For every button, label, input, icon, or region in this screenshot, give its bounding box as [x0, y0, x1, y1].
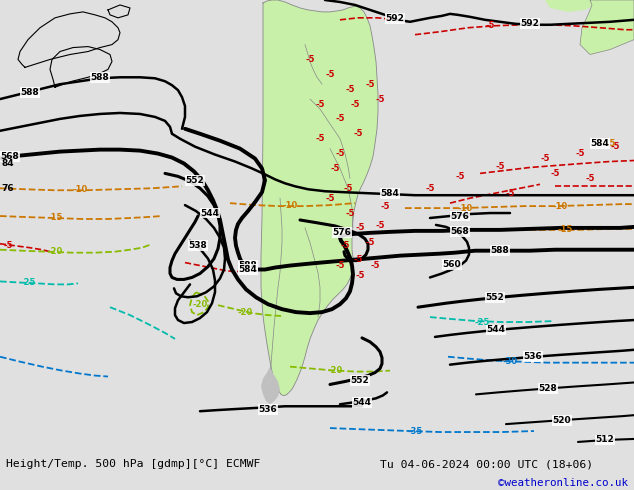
Text: 76: 76 — [2, 184, 15, 193]
Text: 592: 592 — [521, 19, 540, 28]
Text: -5: -5 — [315, 99, 325, 109]
Text: -5: -5 — [505, 189, 515, 198]
Text: 576: 576 — [451, 212, 469, 220]
Text: -5: -5 — [540, 154, 550, 163]
Text: -10: -10 — [72, 185, 87, 194]
Text: 84: 84 — [2, 159, 15, 168]
Text: -10: -10 — [457, 203, 472, 213]
Text: 568: 568 — [451, 227, 469, 236]
Text: -25: -25 — [474, 318, 489, 326]
Text: -5: -5 — [346, 85, 355, 94]
Text: -5: -5 — [485, 21, 495, 30]
Text: -5: -5 — [370, 261, 380, 270]
Text: -10: -10 — [282, 200, 297, 210]
Text: -5: -5 — [350, 99, 359, 109]
Text: 584: 584 — [380, 189, 399, 198]
Text: -5: -5 — [425, 184, 435, 193]
Text: 552: 552 — [186, 176, 204, 185]
Text: -20: -20 — [327, 366, 342, 375]
Polygon shape — [18, 12, 120, 68]
Text: -5: -5 — [495, 162, 505, 171]
Text: 588: 588 — [91, 73, 110, 82]
Text: -5: -5 — [346, 209, 355, 218]
Text: -30: -30 — [502, 357, 517, 366]
Text: -5: -5 — [305, 55, 314, 64]
Text: -5: -5 — [335, 114, 345, 123]
Text: -5: -5 — [325, 70, 335, 79]
Text: -5: -5 — [355, 223, 365, 232]
Text: 588: 588 — [21, 88, 39, 97]
Text: -5: -5 — [353, 129, 363, 138]
Polygon shape — [50, 47, 112, 87]
Text: 544: 544 — [200, 209, 219, 218]
Text: 568: 568 — [1, 152, 20, 161]
Text: -15: -15 — [600, 139, 616, 148]
Text: -5: -5 — [315, 134, 325, 143]
Text: -5: -5 — [365, 80, 375, 89]
Text: -5: -5 — [455, 172, 465, 181]
Text: -5: -5 — [355, 271, 365, 280]
Polygon shape — [108, 5, 130, 18]
Text: 576: 576 — [333, 228, 351, 237]
Text: -5: -5 — [340, 241, 350, 250]
Text: -5: -5 — [375, 221, 385, 230]
Text: -15: -15 — [48, 214, 63, 222]
Text: -10: -10 — [552, 201, 567, 211]
Text: Height/Temp. 500 hPa [gdmp][°C] ECMWF: Height/Temp. 500 hPa [gdmp][°C] ECMWF — [6, 459, 261, 469]
Polygon shape — [261, 0, 378, 395]
Text: -5: -5 — [353, 255, 363, 264]
Text: 588: 588 — [238, 261, 257, 270]
Text: -5: -5 — [325, 194, 335, 203]
Text: -5: -5 — [611, 142, 620, 151]
Text: -20: -20 — [48, 247, 63, 256]
Text: 528: 528 — [539, 384, 557, 393]
Text: -5: -5 — [3, 241, 13, 250]
Polygon shape — [545, 0, 595, 12]
Text: -5: -5 — [550, 169, 560, 178]
Text: 512: 512 — [595, 436, 614, 444]
Text: -5: -5 — [575, 149, 585, 158]
Text: -20: -20 — [237, 308, 252, 317]
Text: -5: -5 — [585, 174, 595, 183]
Text: -5: -5 — [380, 201, 390, 211]
Text: -25: -25 — [20, 278, 36, 287]
Text: Tu 04-06-2024 00:00 UTC (18+06): Tu 04-06-2024 00:00 UTC (18+06) — [380, 459, 593, 469]
Text: -5: -5 — [335, 149, 345, 158]
Text: -5: -5 — [335, 261, 345, 270]
Text: 536: 536 — [259, 405, 278, 414]
Text: 552: 552 — [486, 293, 505, 302]
Text: -20: -20 — [192, 300, 207, 309]
Text: 520: 520 — [553, 416, 571, 425]
Text: -5: -5 — [375, 95, 385, 103]
Text: -5: -5 — [343, 184, 353, 193]
Text: ©weatheronline.co.uk: ©weatheronline.co.uk — [498, 478, 628, 488]
Text: -5: -5 — [365, 238, 375, 247]
Text: 538: 538 — [189, 241, 207, 250]
Text: 536: 536 — [524, 352, 542, 361]
Text: -35: -35 — [408, 426, 423, 436]
Text: -15: -15 — [557, 225, 573, 234]
Text: 544: 544 — [353, 398, 372, 407]
Text: 552: 552 — [351, 376, 370, 385]
Text: 588: 588 — [491, 246, 509, 255]
Text: -5: -5 — [330, 164, 340, 173]
Text: 584: 584 — [590, 139, 609, 148]
Text: 544: 544 — [486, 325, 505, 335]
Text: 560: 560 — [443, 260, 462, 269]
Text: 584: 584 — [238, 265, 257, 274]
Polygon shape — [261, 367, 280, 404]
Text: 592: 592 — [385, 14, 404, 24]
Polygon shape — [580, 0, 634, 54]
